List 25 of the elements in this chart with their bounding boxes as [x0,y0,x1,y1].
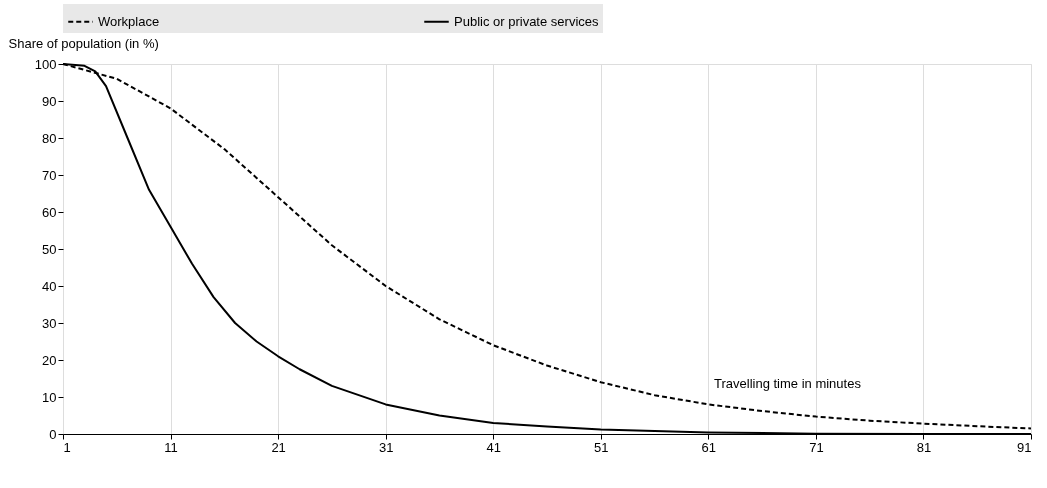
x-tick-label: 31 [378,439,394,455]
x-tick-label: 81 [916,439,932,455]
legend-label: Public or private services [454,13,599,29]
y-tick-label: 80 [42,130,57,146]
y-tick-label: 90 [42,93,57,109]
x-tick-label: 71 [809,439,824,455]
y-tick-label: 40 [42,278,57,294]
y-tick-label: 10 [42,389,57,405]
legend-label: Workplace [98,13,160,29]
x-axis-title: Travelling time in minutes [714,376,862,391]
y-axis-title: Share of population (in %) [8,35,159,51]
y-tick-label: 100 [34,56,57,72]
y-tick-label: 50 [42,241,57,257]
x-tick-label: 11 [164,439,178,455]
x-tick-label: 51 [594,439,609,455]
y-tick-label: 70 [42,167,57,183]
x-tick-label: 21 [271,439,286,455]
x-tick-label: 1 [63,439,71,455]
y-tick-label: 60 [42,204,57,220]
y-tick-label: 20 [42,352,57,368]
x-tick-label: 41 [486,439,501,455]
y-tick-label: 30 [42,315,57,331]
y-tick-label: 0 [49,426,57,442]
x-tick-label: 61 [701,439,717,455]
x-tick-label: 91 [1017,439,1032,455]
